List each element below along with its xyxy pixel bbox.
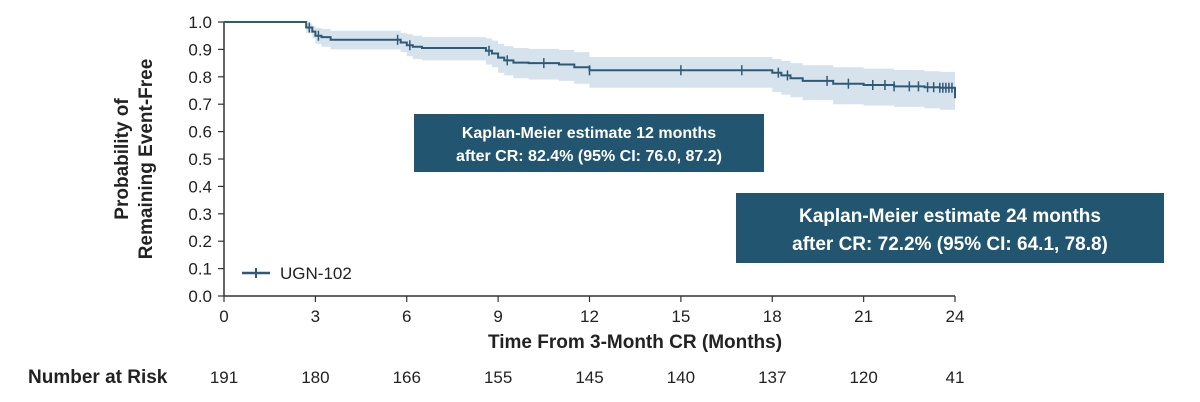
x-tick-label: 24: [946, 307, 965, 326]
x-tick-label: 15: [671, 307, 690, 326]
x-axis-title: Time From 3-Month CR (Months): [488, 332, 782, 353]
x-tick-label: 21: [854, 307, 873, 326]
y-axis-title-line-1: Probability of: [112, 98, 133, 220]
y-tick-label: 0.7: [188, 95, 212, 114]
annotation-24-months: Kaplan-Meier estimate 24 months after CR…: [736, 193, 1164, 263]
series-layer: [224, 21, 956, 99]
risk-table-title: Number at Risk: [28, 367, 168, 388]
annotation-12-months: Kaplan-Meier estimate 12 months after CR…: [414, 114, 764, 172]
y-tick-label: 0.6: [188, 123, 212, 142]
risk-value: 145: [575, 368, 603, 387]
risk-value: 140: [667, 368, 695, 387]
risk-value: 137: [758, 368, 786, 387]
annotation-12-months-line-2: after CR: 82.4% (95% CI: 76.0, 87.2): [456, 148, 722, 165]
risk-table: Number at Risk 191 180 166 155 145 140 137 120 4…: [28, 367, 964, 388]
risk-value: 191: [210, 368, 238, 387]
x-tick-label: 9: [493, 307, 502, 326]
annotation-24-months-line-1: Kaplan-Meier estimate 24 months: [799, 206, 1101, 227]
legend: UGN-102: [242, 264, 352, 283]
y-tick-label: 1.0: [188, 13, 212, 32]
survival-curve-ugn-102: [224, 21, 956, 99]
risk-table-values: 191 180 166 155 145 140 137 120 41: [210, 368, 965, 387]
y-axis-title: Probability of Remaining Event-Free: [112, 59, 157, 260]
y-axis-title-line-2: Remaining Event-Free: [136, 59, 157, 260]
censor-marks: [308, 22, 953, 93]
y-tick-label: 0.5: [188, 150, 212, 169]
x-tick-label: 18: [763, 307, 782, 326]
risk-value: 166: [393, 368, 421, 387]
x-tick-label: 0: [219, 307, 228, 326]
annotation-12-months-line-1: Kaplan-Meier estimate 12 months: [462, 125, 716, 142]
risk-value: 120: [849, 368, 877, 387]
y-ticks: 0.0 0.1 0.2 0.3 0.4 0.5 0.6 0.7 0.8 0.9 1.0: [188, 13, 224, 306]
y-tick-label: 0.8: [188, 68, 212, 87]
y-tick-label: 0.0: [188, 287, 212, 306]
x-ticks: 0 3 6 9 12 15 18 21 24: [219, 296, 964, 326]
y-tick-label: 0.1: [188, 260, 212, 279]
x-tick-label: 12: [580, 307, 599, 326]
risk-value: 155: [484, 368, 512, 387]
y-tick-label: 0.3: [188, 205, 212, 224]
x-tick-label: 6: [402, 307, 411, 326]
risk-value: 180: [301, 368, 329, 387]
annotation-24-months-line-2: after CR: 72.2% (95% CI: 64.1, 78.8): [792, 234, 1108, 255]
annotation-24-months-box: [736, 193, 1164, 263]
x-tick-label: 3: [311, 307, 320, 326]
y-tick-label: 0.4: [188, 177, 212, 196]
legend-label: UGN-102: [280, 264, 352, 283]
y-tick-label: 0.9: [188, 40, 212, 59]
y-tick-label: 0.2: [188, 232, 212, 251]
annotation-12-months-box: [414, 114, 764, 172]
risk-value: 41: [946, 368, 965, 387]
